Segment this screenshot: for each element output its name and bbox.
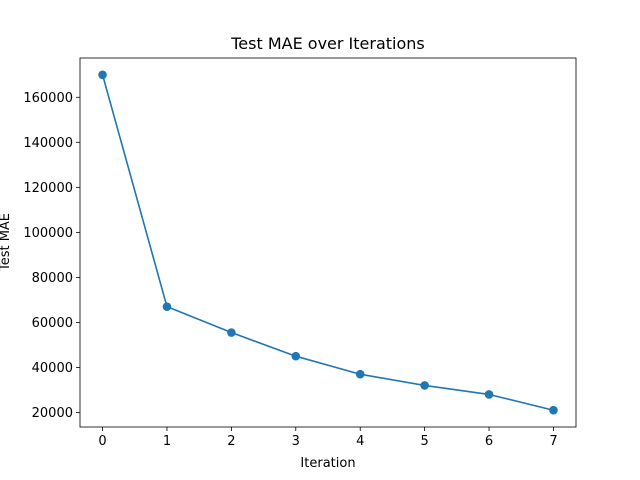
data-point-marker bbox=[98, 70, 107, 80]
x-axis-label: Iteration bbox=[300, 456, 355, 471]
y-axis-label: Test MAE bbox=[0, 213, 13, 272]
y-tick-label: 140000 bbox=[23, 136, 73, 151]
data-point-marker bbox=[162, 302, 172, 311]
axes-frame bbox=[79, 57, 577, 428]
y-tick-label: 60000 bbox=[32, 316, 73, 331]
data-point-marker bbox=[291, 351, 301, 361]
y-tick-label: 80000 bbox=[32, 271, 73, 286]
plot-area: 0 1 2 3 4 5 6 7 20000 40000 60000 80000 100000 120000… bbox=[23, 57, 577, 449]
x-tick-label: 3 bbox=[292, 434, 300, 449]
data-point-marker bbox=[355, 369, 365, 379]
y-tick-label: 40000 bbox=[32, 361, 73, 376]
y-tick-label: 160000 bbox=[23, 91, 73, 106]
data-point-marker bbox=[549, 405, 558, 415]
x-tick-label: 0 bbox=[98, 434, 106, 449]
x-tick-label: 1 bbox=[163, 434, 171, 449]
chart-title: Test MAE over Iterations bbox=[230, 34, 425, 53]
data-point-marker bbox=[227, 328, 236, 337]
x-tick-label: 5 bbox=[420, 434, 428, 449]
data-point-marker bbox=[420, 381, 429, 390]
x-tick-label: 7 bbox=[549, 434, 557, 449]
x-tick-label: 2 bbox=[227, 434, 235, 449]
y-tick-label: 120000 bbox=[23, 181, 73, 196]
y-tick-label: 100000 bbox=[23, 226, 73, 241]
series-line bbox=[101, 74, 554, 412]
x-tick-label: 4 bbox=[356, 434, 364, 449]
x-tick-label: 6 bbox=[485, 434, 493, 449]
data-point-marker bbox=[484, 390, 494, 399]
y-tick-label: 20000 bbox=[32, 406, 73, 421]
